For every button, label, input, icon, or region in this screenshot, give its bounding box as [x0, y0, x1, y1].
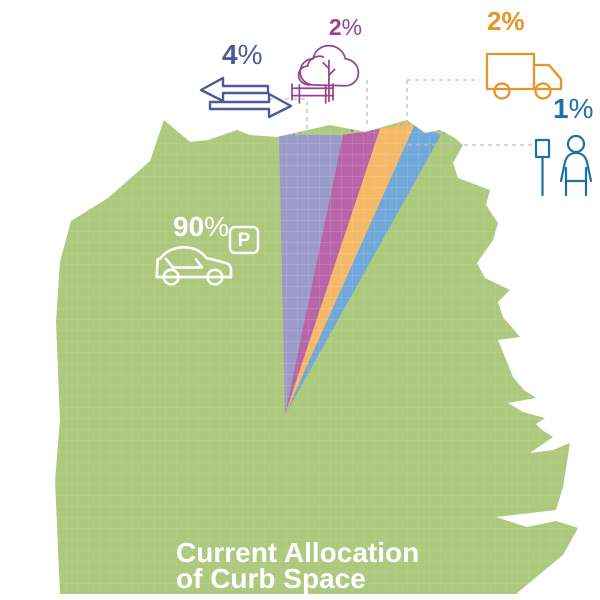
svg-text:2%: 2%	[329, 14, 362, 40]
svg-text:of Curb Space: of Curb Space	[176, 563, 366, 594]
svg-text:2%: 2%	[487, 6, 525, 36]
svg-text:P: P	[238, 230, 251, 251]
svg-text:90%: 90%	[173, 211, 229, 242]
svg-text:1%: 1%	[553, 93, 593, 124]
svg-text:4%: 4%	[222, 39, 262, 70]
